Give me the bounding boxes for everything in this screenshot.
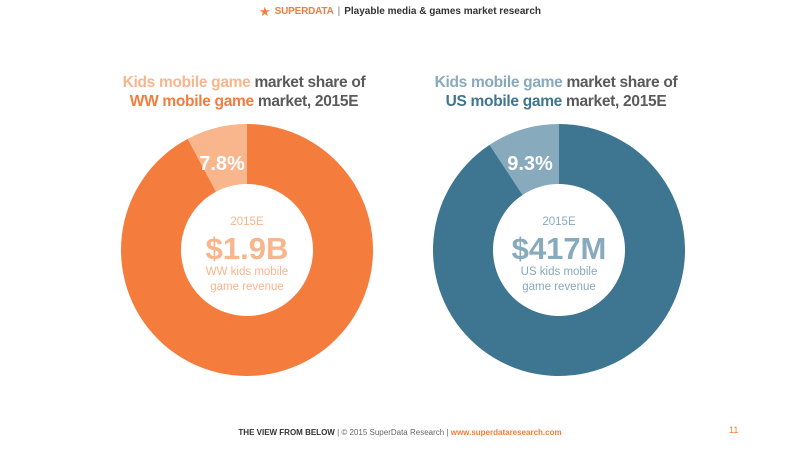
caption-line: game revenue [522,281,596,293]
donut-slice-other [433,124,685,376]
slice-label: 9.3% [507,153,553,175]
header-tagline: Playable media & games market research [344,5,541,17]
title-text: market share of [250,74,366,91]
title-text: market share of [562,74,678,91]
title-highlight: US mobile game [445,93,563,110]
donut-slice-other [121,124,373,376]
revenue-amount: $1.9B [206,231,289,266]
caption-line: US kids mobile [521,266,598,278]
donut-slice-kids-mobile-game [489,124,559,195]
title-text: market, 2015E [562,93,667,110]
year-label: 2015E [542,216,576,228]
star-logo-icon: ★ [259,3,271,19]
chart-title-ww: Kids mobile game market share of WW mobi… [84,73,404,111]
title-highlight: WW mobile game [129,93,254,110]
footer-tagline: THE VIEW FROM BELOW [238,428,335,437]
brand-name: SUPERDATA [274,5,334,17]
footer-link[interactable]: www.superdataresearch.com [450,428,562,437]
caption-line: WW kids mobile [206,266,288,278]
title-text: market, 2015E [253,93,359,110]
revenue-amount: $417M [512,231,607,266]
title-highlight: Kids mobile game [122,74,251,91]
title-highlight: Kids mobile game [434,74,563,91]
chart-title-us: Kids mobile game market share of US mobi… [396,73,716,111]
footer: THE VIEW FROM BELOW | © 2015 SuperData R… [0,428,800,437]
donut-chart-us: 9.3% 2015E $417M US kids mobile game rev… [433,124,685,376]
donut-slice-kids-mobile-game [187,124,247,192]
slice-label: 7.8% [199,153,245,175]
year-label: 2015E [230,216,264,228]
page-number: 11 [729,425,739,435]
header-separator: | [337,5,341,17]
caption-line: game revenue [210,281,284,293]
donut-chart-ww: 7.8% 2015E $1.9B WW kids mobile game rev… [121,124,373,376]
footer-copyright: | © 2015 SuperData Research | [334,428,451,437]
header: ★ SUPERDATA | Playable media & games mar… [0,3,800,19]
